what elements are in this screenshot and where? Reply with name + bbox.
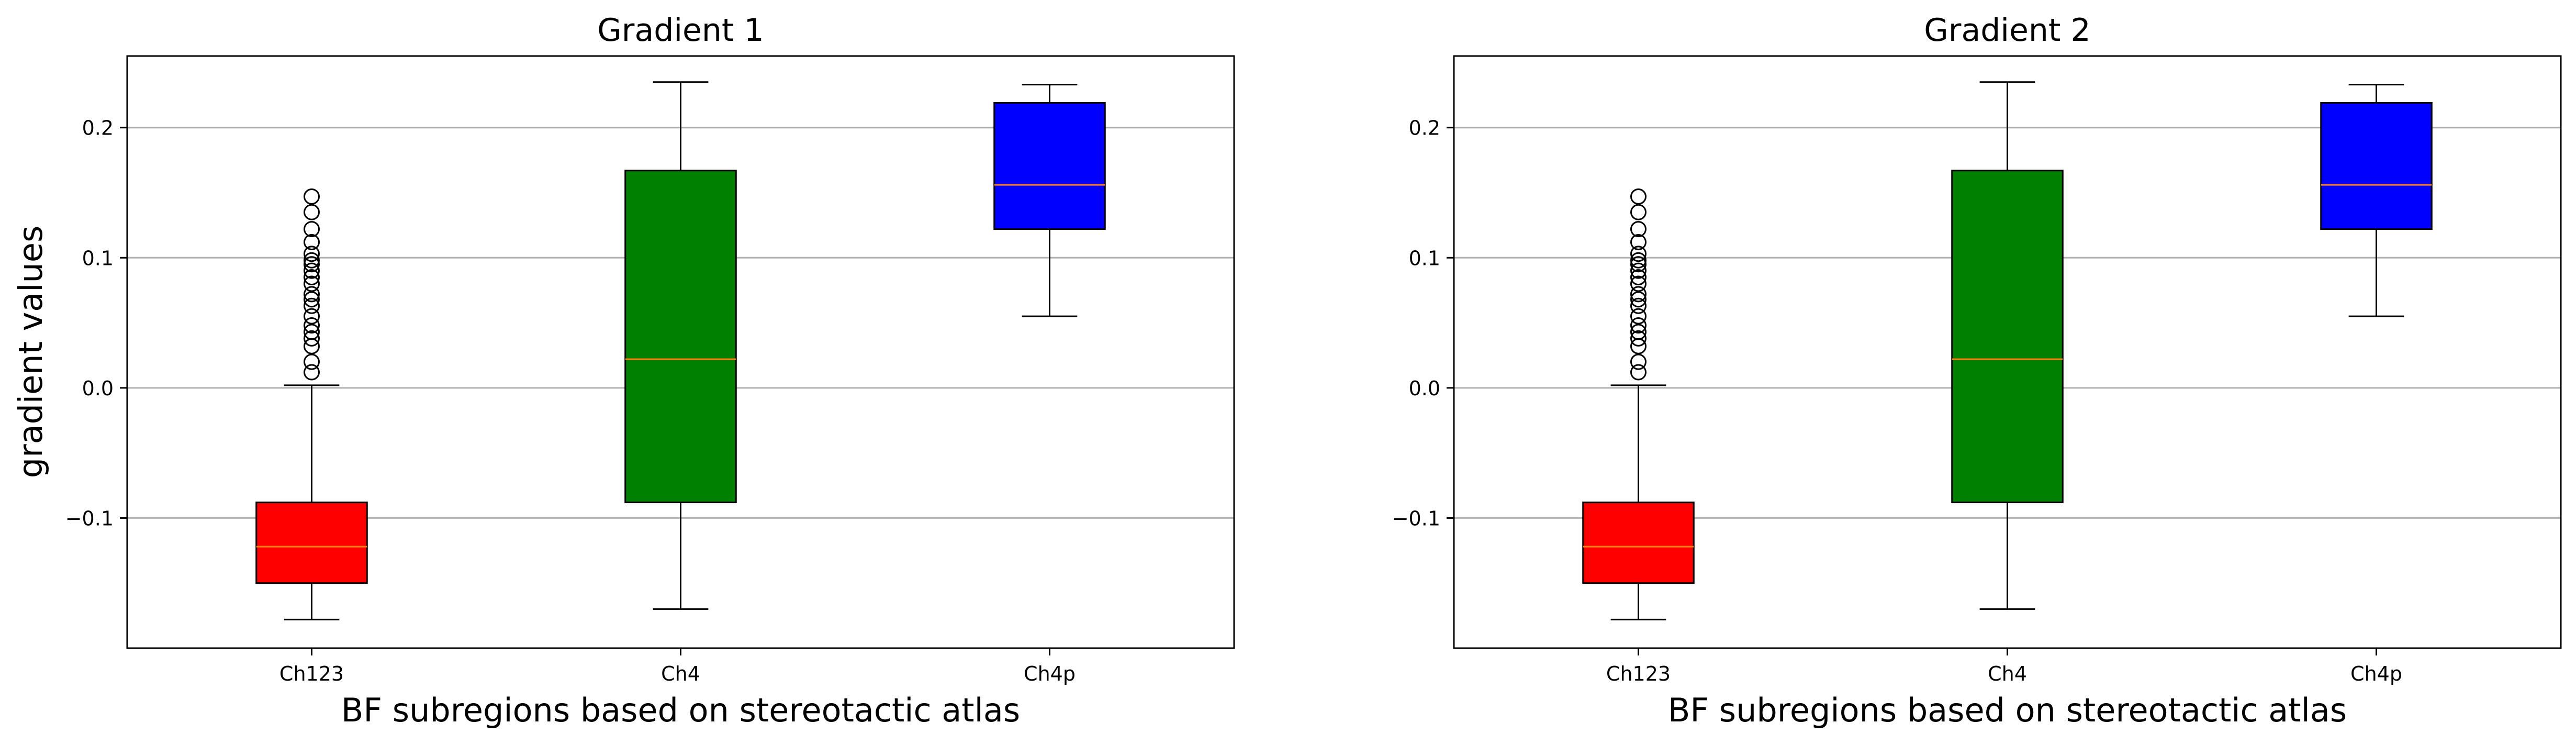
outlier-point bbox=[1630, 324, 1647, 340]
outlier-point bbox=[1630, 297, 1647, 314]
box-body bbox=[1582, 502, 1695, 584]
gradient-2-panel: Gradient 2 BF subregions based on stereo… bbox=[1392, 12, 2562, 729]
outlier-point bbox=[1630, 256, 1647, 273]
outlier-point bbox=[304, 204, 320, 220]
chart-title: Gradient 2 bbox=[1924, 12, 2090, 49]
box-ch4p bbox=[2320, 84, 2433, 317]
x-axis-label: BF subregions based on stereotactic atla… bbox=[341, 691, 1020, 729]
box-body bbox=[2320, 102, 2433, 230]
outlier-point bbox=[304, 330, 320, 347]
outlier-point bbox=[1630, 317, 1647, 334]
outlier-point bbox=[304, 297, 320, 314]
outlier-point bbox=[304, 317, 320, 334]
outlier-point bbox=[1630, 252, 1647, 269]
gradient-1-panel: Gradient 1 BF subregions based on stereo… bbox=[65, 12, 1235, 729]
outlier-point bbox=[1630, 364, 1647, 381]
outlier-point bbox=[1630, 308, 1647, 325]
y-tick-label: 0.1 bbox=[1409, 247, 1440, 270]
outlier-point bbox=[1630, 269, 1647, 286]
outlier-point bbox=[304, 262, 320, 279]
axes-frame bbox=[126, 55, 1235, 649]
outlier-point bbox=[1630, 275, 1647, 292]
box-body bbox=[993, 102, 1106, 230]
y-tick-label: 0.2 bbox=[1409, 117, 1440, 140]
outlier-point bbox=[1630, 233, 1647, 250]
outlier-point bbox=[304, 291, 320, 308]
outlier-point bbox=[1630, 246, 1647, 262]
outlier-point bbox=[1630, 353, 1647, 370]
y-tick-label: −0.1 bbox=[65, 507, 114, 530]
y-tick-label: −0.1 bbox=[1392, 507, 1440, 530]
x-tick-label: Ch123 bbox=[279, 662, 344, 685]
outlier-point bbox=[304, 233, 320, 250]
x-tick-label: Ch4 bbox=[661, 662, 700, 685]
chart-title: Gradient 1 bbox=[597, 12, 764, 49]
outlier-point bbox=[1630, 330, 1647, 347]
x-axis-label: BF subregions based on stereotactic atla… bbox=[1668, 691, 2347, 729]
outlier-point bbox=[304, 308, 320, 325]
outlier-point bbox=[304, 364, 320, 381]
box-body bbox=[255, 502, 368, 584]
box-ch4 bbox=[1951, 81, 2064, 610]
outlier-point bbox=[1630, 221, 1647, 238]
box-ch4p bbox=[993, 84, 1106, 317]
y-tick-label: 0.1 bbox=[82, 247, 114, 270]
x-tick-label: Ch4p bbox=[2350, 662, 2402, 685]
outlier-point bbox=[1630, 262, 1647, 279]
outlier-point bbox=[304, 246, 320, 262]
box-body bbox=[624, 170, 737, 504]
outlier-point bbox=[304, 269, 320, 286]
y-tick-label: 0.0 bbox=[1409, 377, 1440, 400]
y-axis-label: gradient values bbox=[12, 226, 50, 479]
x-tick-label: Ch4p bbox=[1024, 662, 1076, 685]
outlier-point bbox=[1630, 204, 1647, 220]
x-tick-label: Ch123 bbox=[1606, 662, 1671, 685]
outlier-point bbox=[304, 275, 320, 292]
box-body bbox=[1951, 170, 2064, 504]
outlier-point bbox=[304, 286, 320, 303]
outlier-point bbox=[304, 221, 320, 238]
outlier-point bbox=[1630, 188, 1647, 205]
x-tick-label: Ch4 bbox=[1988, 662, 2027, 685]
box-ch123 bbox=[255, 188, 368, 620]
box-ch4 bbox=[624, 81, 737, 610]
axes-frame bbox=[1453, 55, 2562, 649]
y-tick-label: 0.2 bbox=[82, 117, 114, 140]
y-tick-label: 0.0 bbox=[82, 377, 114, 400]
outlier-point bbox=[304, 188, 320, 205]
outlier-point bbox=[1630, 291, 1647, 308]
outlier-point bbox=[304, 252, 320, 269]
outlier-point bbox=[304, 353, 320, 370]
outlier-point bbox=[304, 324, 320, 340]
outlier-point bbox=[304, 256, 320, 273]
outlier-point bbox=[1630, 286, 1647, 303]
box-ch123 bbox=[1582, 188, 1695, 620]
